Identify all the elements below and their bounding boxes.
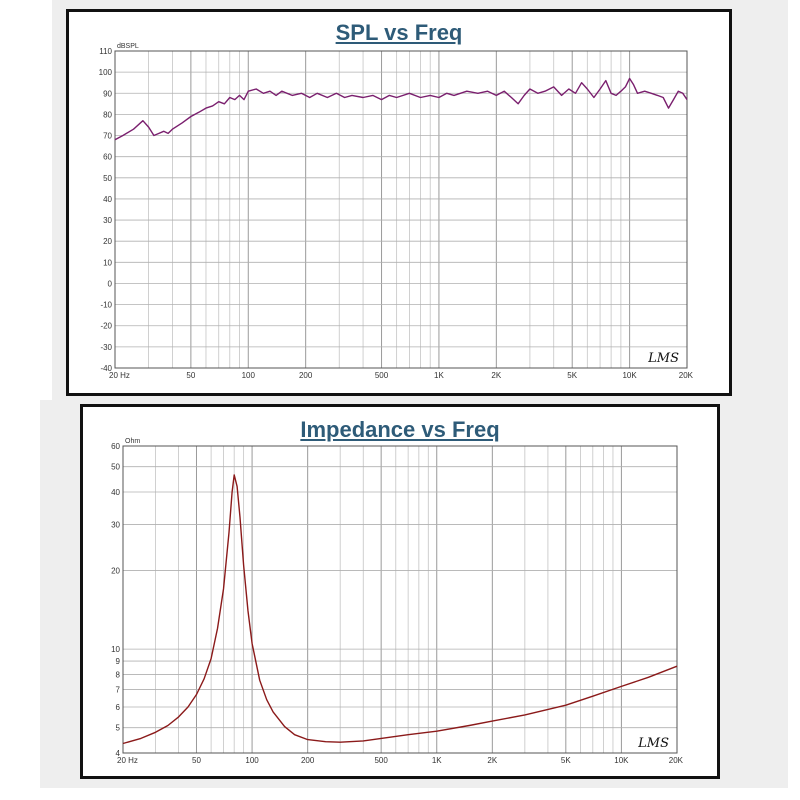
impedance-y-tick-label: 50 bbox=[111, 463, 120, 472]
impedance-x-tick-label: 100 bbox=[245, 756, 259, 765]
spl-y-tick-label: -30 bbox=[100, 343, 112, 352]
spl-x-tick-label: 20 Hz bbox=[109, 371, 130, 380]
spl-series-line bbox=[114, 77, 688, 141]
impedance-y-tick-label: 6 bbox=[116, 703, 121, 712]
impedance-y-tick-label: 9 bbox=[116, 657, 121, 666]
spl-y-tick-label: 80 bbox=[103, 110, 112, 119]
spl-y-tick-label: 20 bbox=[103, 237, 112, 246]
spl-grid bbox=[114, 50, 688, 369]
impedance-x-tick-label: 5K bbox=[561, 756, 571, 765]
spl-y-tick-label: 40 bbox=[103, 195, 112, 204]
impedance-series-line bbox=[122, 474, 678, 745]
spl-x-tick-label: 500 bbox=[375, 371, 389, 380]
impedance-y-tick-label: 10 bbox=[111, 645, 120, 654]
impedance-y-tick-label: 4 bbox=[116, 749, 121, 758]
spl-y-tick-label: 0 bbox=[108, 279, 113, 288]
spl-y-tick-label: -20 bbox=[100, 322, 112, 331]
impedance-x-tick-label: 200 bbox=[301, 756, 315, 765]
impedance-x-tick-label: 10K bbox=[614, 756, 629, 765]
spl-x-tick-label: 50 bbox=[186, 371, 195, 380]
impedance-y-tick-label: 30 bbox=[111, 521, 120, 530]
impedance-x-tick-label: 20K bbox=[669, 756, 684, 765]
spl-x-tick-label: 5K bbox=[567, 371, 577, 380]
spl-x-tick-label: 100 bbox=[242, 371, 256, 380]
impedance-grid bbox=[122, 445, 678, 754]
spl-chart: 1101009080706050403020100-10-20-30-40dBS… bbox=[99, 43, 694, 380]
impedance-chart: 60 50 40 30 20 10 9 8 7 6 5 4 Ohm 20 Hz 50 100 200 500 1K 2… bbox=[111, 438, 684, 765]
spl-y-tick-label: 10 bbox=[103, 258, 112, 267]
impedance-x-tick-label: 500 bbox=[374, 756, 388, 765]
spl-watermark: LMS bbox=[647, 351, 679, 366]
spl-unit-label: dBSPL bbox=[117, 43, 139, 50]
spl-chart-title: SPL vs Freq bbox=[335, 20, 463, 45]
impedance-x-tick-label: 2K bbox=[487, 756, 497, 765]
spl-y-tick-label: 50 bbox=[103, 174, 112, 183]
impedance-y-tick-label: 60 bbox=[111, 442, 120, 451]
spl-x-tick-label: 2K bbox=[491, 371, 501, 380]
impedance-x-tick-label: 50 bbox=[192, 756, 201, 765]
spl-y-tick-label: -10 bbox=[100, 301, 112, 310]
impedance-unit-label: Ohm bbox=[125, 438, 140, 445]
impedance-x-tick-label: 20 Hz bbox=[117, 756, 138, 765]
impedance-y-tick-label: 7 bbox=[116, 686, 121, 695]
spl-y-tick-label: 60 bbox=[103, 153, 112, 162]
spl-y-tick-label: 100 bbox=[99, 68, 113, 77]
spl-x-tick-label: 20K bbox=[679, 371, 694, 380]
impedance-x-tick-label: 1K bbox=[432, 756, 442, 765]
impedance-watermark: LMS bbox=[637, 736, 669, 751]
impedance-y-tick-label: 5 bbox=[116, 724, 121, 733]
spl-x-tick-label: 10K bbox=[622, 371, 637, 380]
spl-y-tick-label: 110 bbox=[99, 47, 112, 56]
impedance-chart-title: Impedance vs Freq bbox=[300, 417, 500, 442]
spl-x-tick-label: 1K bbox=[434, 371, 444, 380]
impedance-y-tick-label: 8 bbox=[116, 670, 121, 679]
spl-y-tick-label: -40 bbox=[100, 364, 112, 373]
impedance-y-tick-label: 20 bbox=[111, 567, 120, 576]
spl-y-tick-label: 90 bbox=[103, 89, 112, 98]
spl-x-tick-label: 200 bbox=[299, 371, 313, 380]
impedance-chart-panel: Impedance vs Freq 60 50 40 30 20 10 9 8 7 6 5 4 Ohm 2… bbox=[80, 404, 720, 779]
spl-y-tick-label: 30 bbox=[103, 216, 112, 225]
spl-chart-panel: SPL vs Freq 110 100 90 80 70 60 50 40 30 20 10 0 -10… bbox=[66, 9, 732, 396]
spl-y-tick-label: 70 bbox=[103, 132, 112, 141]
impedance-plot-frame bbox=[122, 445, 678, 754]
impedance-y-tick-label: 40 bbox=[111, 488, 120, 497]
spl-plot-frame bbox=[114, 50, 688, 369]
